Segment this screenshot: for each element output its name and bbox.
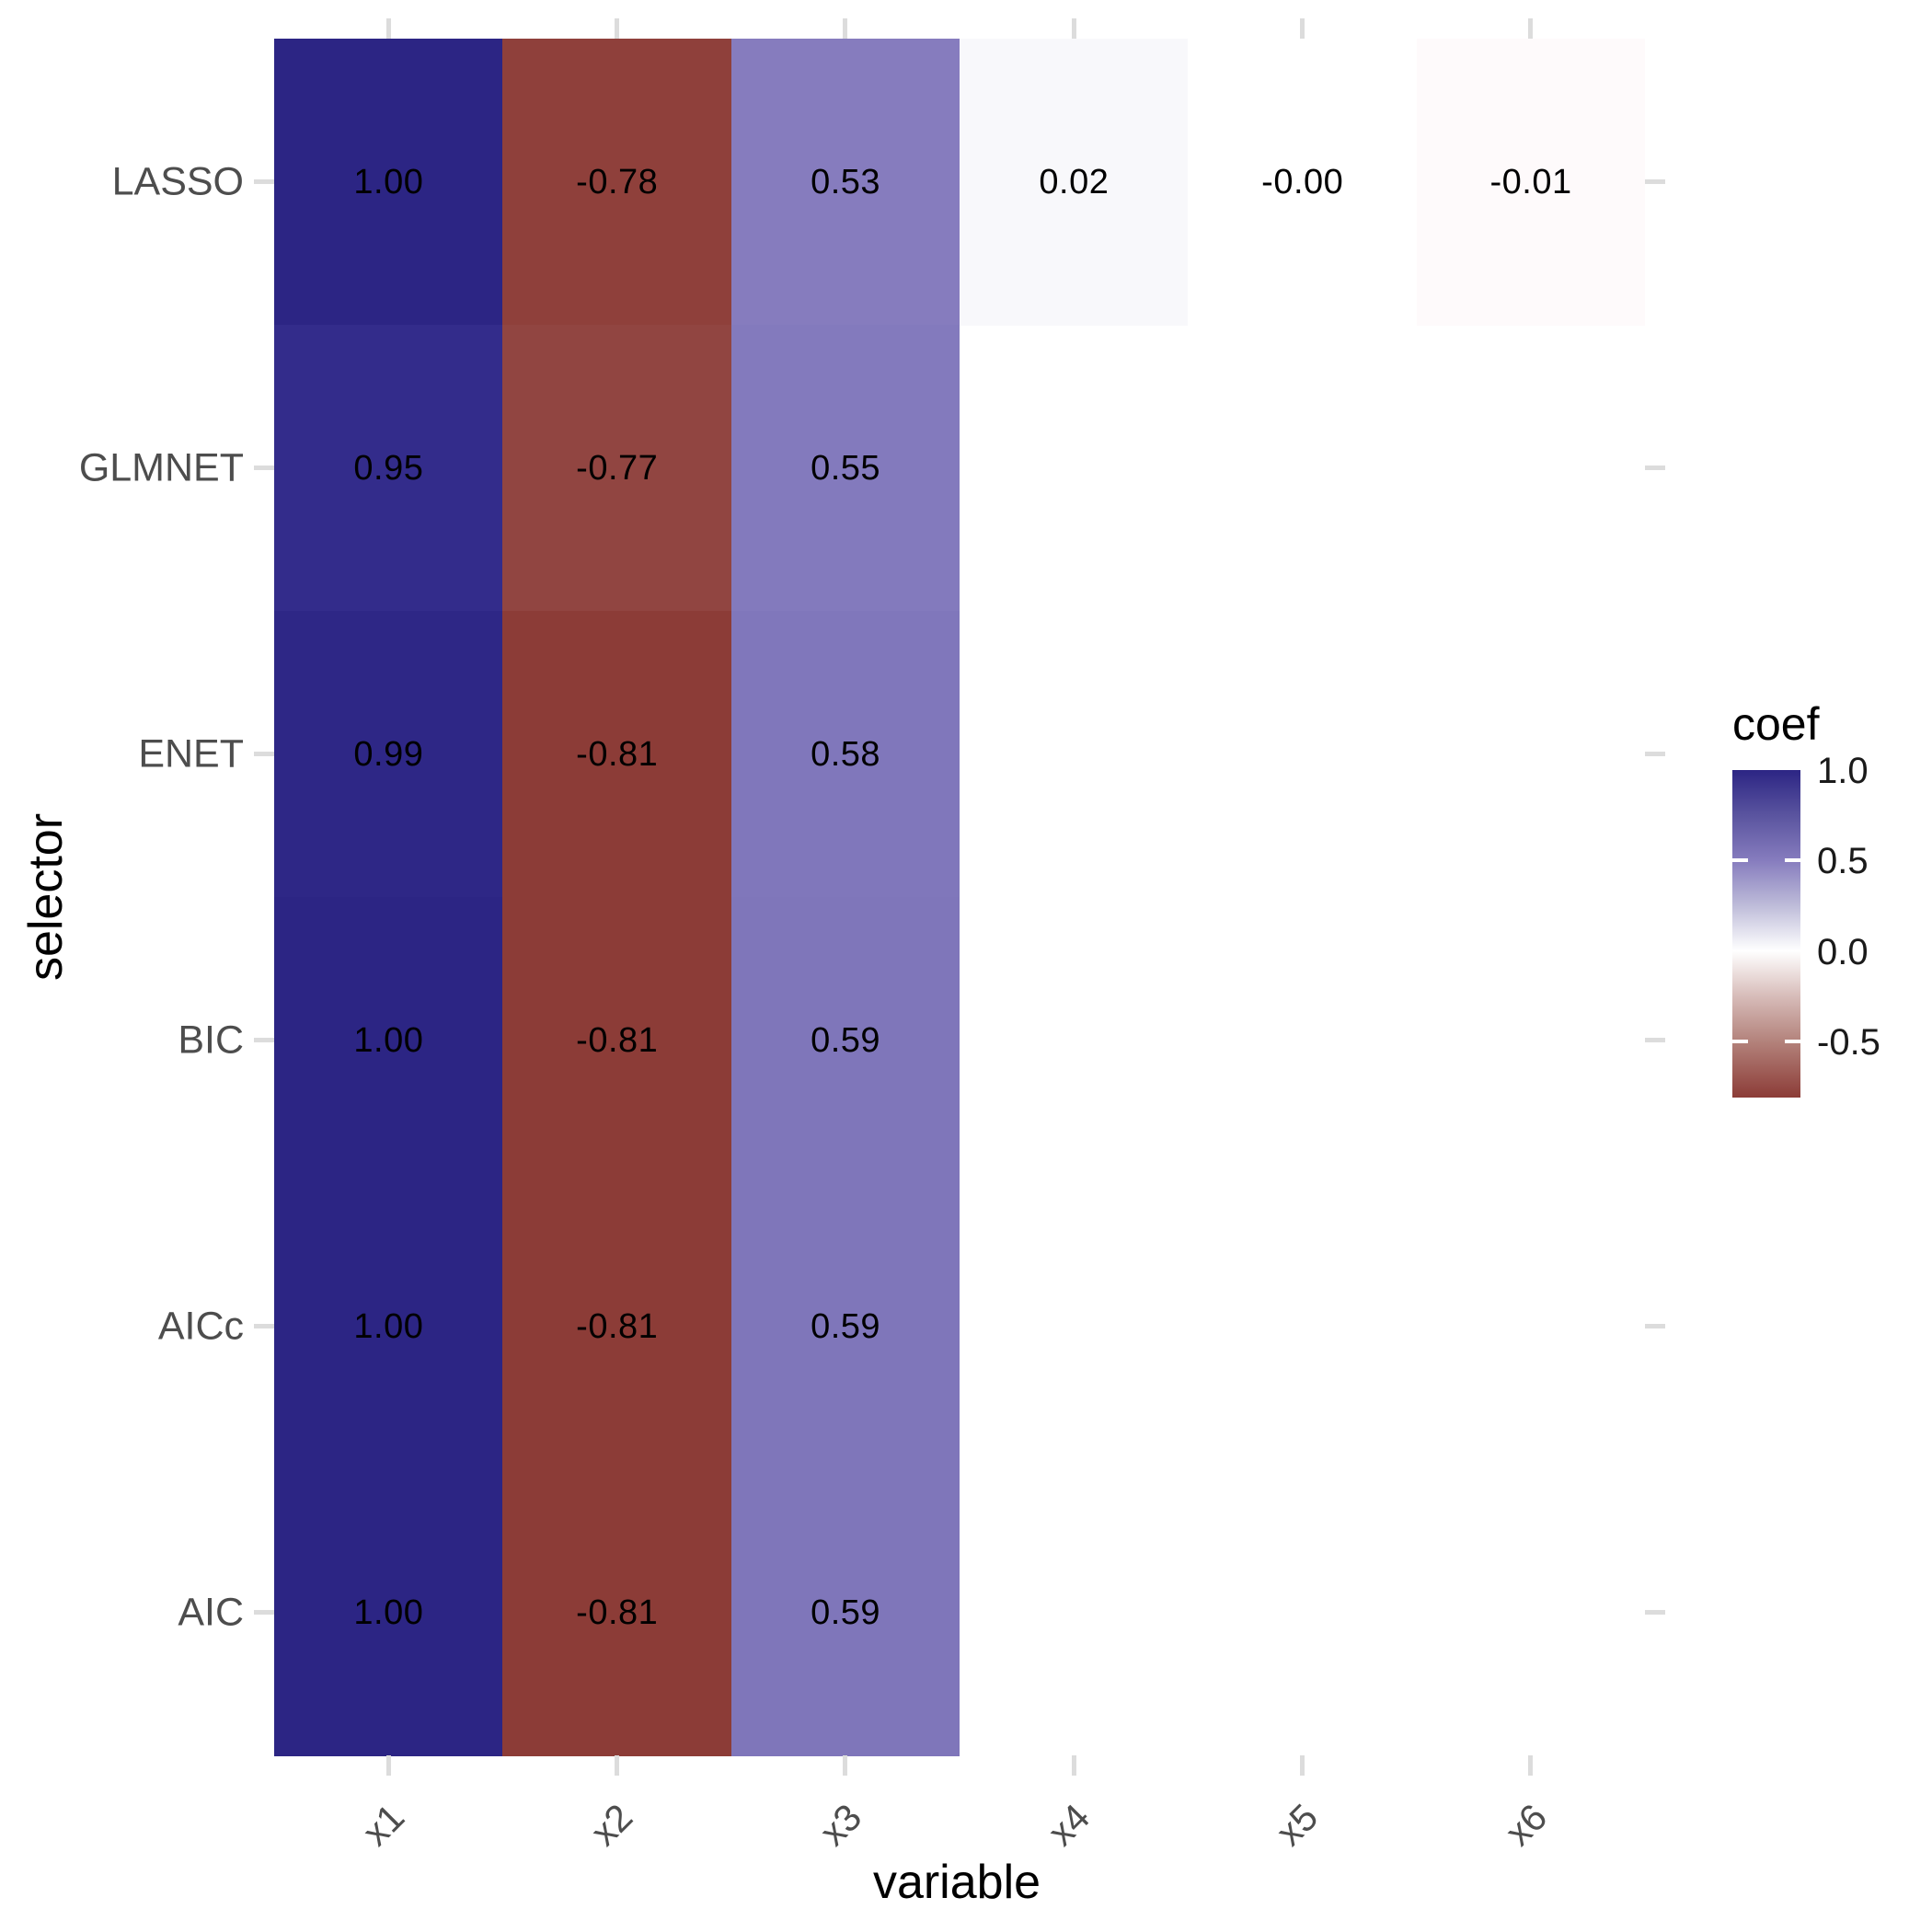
x-axis-tick-label: x5: [1268, 1795, 1327, 1855]
axis-tick: [615, 1755, 619, 1776]
heatmap-cell: 0.59: [730, 1183, 960, 1470]
axis-tick: [1645, 1610, 1665, 1615]
axis-tick: [615, 18, 619, 39]
legend-tick-mark: [1732, 1040, 1748, 1044]
cell-value-label: 0.99: [353, 734, 424, 774]
axis-tick: [1071, 18, 1076, 39]
axis-tick: [1645, 752, 1665, 756]
heatmap-cell: -0.77: [502, 325, 732, 612]
cell-value-label: 1.00: [353, 162, 424, 201]
cell-value-label: 0.59: [811, 1020, 881, 1060]
cell-value-label: -0.00: [1261, 162, 1344, 201]
heatmap-cell: -0.00: [1188, 39, 1418, 326]
cell-value-label: 0.55: [811, 448, 881, 488]
legend-tick-label: 0.0: [1817, 931, 1869, 972]
axis-tick: [1645, 466, 1665, 470]
heatmap-cell: 0.59: [730, 897, 960, 1184]
heatmap-cell: 1.00: [274, 39, 503, 326]
axis-tick: [254, 1038, 274, 1042]
legend-tick-label: -0.5: [1817, 1022, 1880, 1064]
cell-value-label: 0.59: [811, 1593, 881, 1632]
heatmap-cell: 1.00: [274, 1183, 503, 1470]
cell-value-label: -0.81: [576, 1020, 659, 1060]
x-axis-tick-label: x6: [1496, 1795, 1555, 1855]
heatmap-cell: -0.01: [1416, 39, 1646, 326]
heatmap-cell: 0.99: [274, 611, 503, 898]
heatmap-panel: 1.00 -0.78 0.53 0.02 -0.00 -0.01 0.95 -0.77 0.55…: [274, 39, 1646, 1756]
axis-tick: [1645, 179, 1665, 184]
heatmap-cell: -0.81: [502, 611, 732, 898]
cell-value-label: -0.01: [1489, 162, 1572, 201]
y-axis-tick-label: AIC: [178, 1590, 244, 1634]
heatmap-cell: -0.81: [502, 1469, 732, 1756]
x-axis-title: variable: [872, 1856, 1041, 1909]
cell-value-label: -0.81: [576, 1593, 659, 1632]
axis-tick: [254, 466, 274, 470]
legend: coef 1.0 0.5 0.0 -0.5: [1728, 701, 1930, 1133]
heatmap-cell: -0.81: [502, 897, 732, 1184]
heatmap-cell: -0.78: [502, 39, 732, 326]
legend-tick-label: 1.0: [1817, 751, 1869, 791]
cell-value-label: 1.00: [353, 1593, 424, 1632]
heatmap-cell: 1.00: [274, 1469, 503, 1756]
axis-tick: [1300, 1755, 1305, 1776]
axis-tick: [385, 1755, 391, 1776]
legend-tick-mark: [1785, 1040, 1800, 1044]
heatmap-cell: 0.58: [730, 611, 960, 898]
heatmap-cell: 0.53: [730, 39, 960, 326]
y-axis-tick-label: AICc: [157, 1304, 244, 1348]
axis-tick: [254, 1610, 274, 1615]
cell-value-label: -0.77: [576, 448, 659, 488]
y-axis-tick-label: GLMNET: [78, 445, 244, 489]
axis-tick: [254, 179, 274, 184]
axis-tick: [843, 18, 848, 39]
axis-tick: [385, 18, 391, 39]
axis-tick: [1645, 1038, 1665, 1042]
cell-value-label: 0.53: [811, 162, 881, 201]
y-axis-tick-label: LASSO: [111, 159, 244, 203]
legend-title: coef: [1732, 698, 1820, 750]
cell-value-label: -0.81: [576, 734, 659, 774]
y-axis-title: selector: [19, 812, 73, 982]
y-axis-tick-label: BIC: [178, 1018, 244, 1062]
cell-value-label: 0.59: [811, 1306, 881, 1346]
cell-value-label: 1.00: [353, 1306, 424, 1346]
axis-tick: [843, 1755, 848, 1776]
heatmap-cell: 0.02: [960, 39, 1189, 326]
axis-tick: [1071, 1755, 1076, 1776]
x-axis-tick-label: x1: [353, 1795, 413, 1855]
heatmap-cell: 0.95: [274, 325, 503, 612]
axis-tick: [1528, 1755, 1534, 1776]
cell-value-label: 0.58: [811, 734, 881, 774]
heatmap-cell: -0.81: [502, 1183, 732, 1470]
heatmap-cell: 1.00: [274, 897, 503, 1184]
cell-value-label: 0.95: [353, 448, 424, 488]
cell-value-label: -0.78: [576, 162, 659, 201]
axis-tick: [1300, 18, 1305, 39]
legend-tick-mark: [1732, 858, 1748, 863]
axis-tick: [1645, 1324, 1665, 1328]
cell-value-label: 1.00: [353, 1020, 424, 1060]
legend-tick-mark: [1785, 858, 1800, 863]
axis-tick: [1528, 18, 1534, 39]
legend-tick-label: 0.5: [1817, 841, 1869, 882]
cell-value-label: 0.02: [1039, 162, 1110, 201]
x-axis-tick-label: x3: [811, 1795, 869, 1855]
cell-value-label: -0.81: [576, 1306, 659, 1346]
x-axis-tick-label: x4: [1039, 1795, 1098, 1855]
y-axis-tick-label: ENET: [138, 731, 244, 776]
heatmap-cell: 0.55: [730, 325, 960, 612]
axis-tick: [254, 1324, 274, 1328]
x-axis-tick-label: x2: [582, 1795, 641, 1855]
heatmap-cell: 0.59: [730, 1469, 960, 1756]
axis-tick: [254, 752, 274, 756]
legend-gradient-bar: [1732, 770, 1800, 1098]
